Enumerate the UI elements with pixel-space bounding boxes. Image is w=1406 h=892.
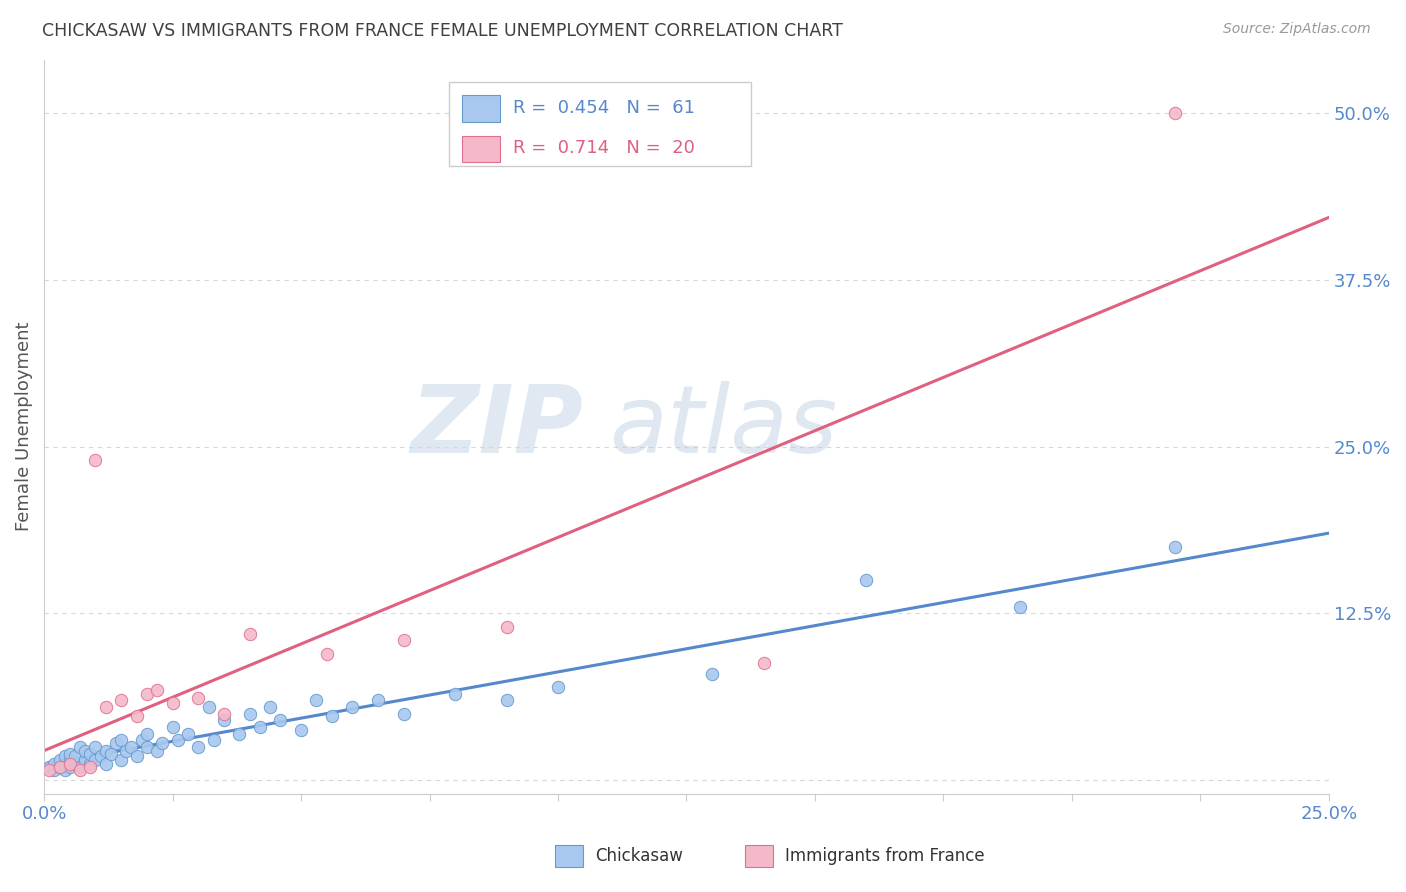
- Point: [59, 747, 82, 761]
- FancyBboxPatch shape: [461, 136, 501, 162]
- Point: [166, 733, 188, 747]
- Point: [162, 696, 184, 710]
- Point: [212, 713, 235, 727]
- Point: [146, 682, 169, 697]
- Point: [315, 647, 337, 661]
- Text: R =  0.454   N =  61: R = 0.454 N = 61: [513, 99, 695, 117]
- Point: [110, 753, 132, 767]
- Point: [69, 739, 91, 754]
- Point: [197, 700, 219, 714]
- Point: [212, 706, 235, 721]
- FancyBboxPatch shape: [461, 95, 501, 121]
- Point: [79, 747, 101, 761]
- Point: [146, 744, 169, 758]
- Point: [177, 726, 200, 740]
- Point: [135, 739, 157, 754]
- Point: [44, 757, 66, 772]
- Point: [38, 763, 60, 777]
- Point: [84, 739, 107, 754]
- Point: [59, 753, 82, 767]
- Point: [100, 747, 122, 761]
- Point: [90, 749, 112, 764]
- Point: [48, 760, 70, 774]
- Point: [752, 656, 775, 670]
- FancyBboxPatch shape: [745, 845, 773, 867]
- Point: [305, 693, 328, 707]
- Point: [105, 736, 128, 750]
- Point: [269, 713, 291, 727]
- Point: [392, 633, 415, 648]
- Point: [94, 757, 117, 772]
- Point: [547, 680, 569, 694]
- FancyBboxPatch shape: [555, 845, 583, 867]
- Point: [290, 723, 312, 737]
- Point: [700, 666, 723, 681]
- Point: [63, 749, 86, 764]
- Point: [855, 573, 877, 587]
- Point: [392, 706, 415, 721]
- Point: [38, 760, 60, 774]
- Point: [249, 720, 271, 734]
- Point: [125, 709, 148, 723]
- Point: [135, 687, 157, 701]
- Point: [48, 753, 70, 767]
- Point: [187, 690, 209, 705]
- Point: [1163, 540, 1185, 554]
- Point: [367, 693, 389, 707]
- Point: [121, 739, 143, 754]
- Point: [53, 763, 76, 777]
- Point: [444, 687, 467, 701]
- Point: [59, 760, 82, 774]
- Point: [125, 749, 148, 764]
- Point: [239, 626, 262, 640]
- Point: [115, 744, 138, 758]
- Point: [94, 700, 117, 714]
- Point: [495, 620, 517, 634]
- Point: [131, 733, 153, 747]
- Point: [69, 763, 91, 777]
- Text: Chickasaw: Chickasaw: [595, 847, 683, 865]
- Point: [162, 720, 184, 734]
- Point: [69, 760, 91, 774]
- Point: [94, 744, 117, 758]
- Point: [228, 726, 250, 740]
- Point: [110, 733, 132, 747]
- Text: ZIP: ZIP: [411, 381, 583, 473]
- Point: [75, 744, 97, 758]
- Point: [202, 733, 225, 747]
- Point: [84, 753, 107, 767]
- Point: [259, 700, 281, 714]
- Text: R =  0.714   N =  20: R = 0.714 N = 20: [513, 139, 695, 157]
- Point: [53, 757, 76, 772]
- Point: [79, 757, 101, 772]
- Point: [1010, 599, 1032, 614]
- Point: [48, 760, 70, 774]
- Point: [79, 760, 101, 774]
- Point: [239, 706, 262, 721]
- Point: [495, 693, 517, 707]
- Point: [75, 753, 97, 767]
- Point: [150, 736, 173, 750]
- Text: CHICKASAW VS IMMIGRANTS FROM FRANCE FEMALE UNEMPLOYMENT CORRELATION CHART: CHICKASAW VS IMMIGRANTS FROM FRANCE FEMA…: [42, 22, 844, 40]
- Text: Immigrants from France: Immigrants from France: [785, 847, 984, 865]
- Point: [59, 757, 82, 772]
- Point: [110, 693, 132, 707]
- Point: [63, 757, 86, 772]
- Point: [1163, 106, 1185, 120]
- Point: [44, 763, 66, 777]
- FancyBboxPatch shape: [449, 82, 751, 166]
- Point: [84, 453, 107, 467]
- Point: [321, 709, 343, 723]
- Point: [135, 726, 157, 740]
- Text: Source: ZipAtlas.com: Source: ZipAtlas.com: [1223, 22, 1371, 37]
- Text: atlas: atlas: [609, 381, 838, 472]
- Y-axis label: Female Unemployment: Female Unemployment: [15, 322, 32, 532]
- Point: [53, 749, 76, 764]
- Point: [187, 739, 209, 754]
- Point: [342, 700, 364, 714]
